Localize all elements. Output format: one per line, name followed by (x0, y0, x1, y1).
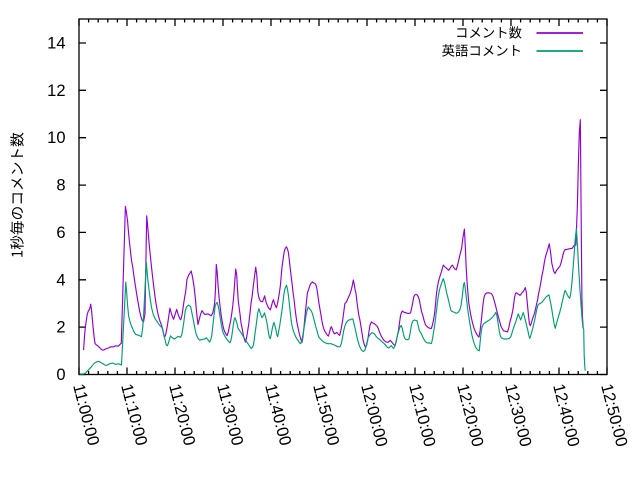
svg-text:0: 0 (56, 366, 65, 384)
svg-text:8: 8 (56, 177, 65, 195)
svg-text:6: 6 (56, 224, 65, 242)
svg-text:12: 12 (47, 82, 65, 100)
svg-text:10: 10 (47, 129, 65, 147)
svg-text:2: 2 (56, 319, 65, 337)
svg-text:14: 14 (47, 35, 65, 53)
svg-text:4: 4 (56, 271, 65, 289)
